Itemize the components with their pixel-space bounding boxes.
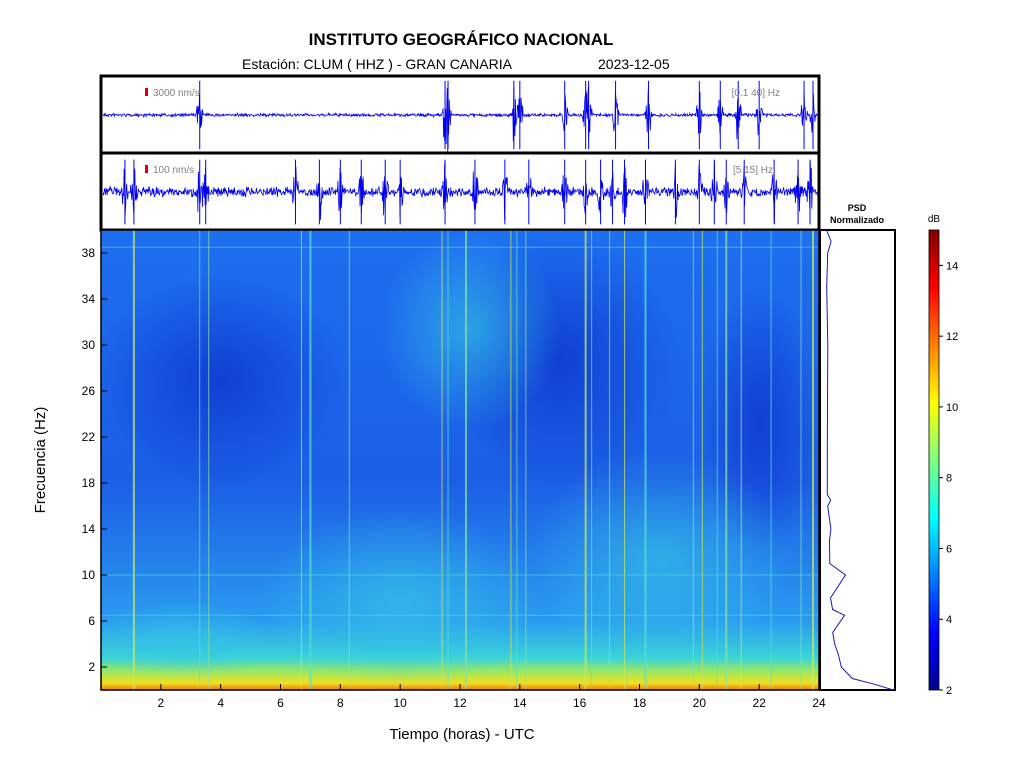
station-label: Estación: CLUM ( HHZ ) - GRAN CANARIA	[242, 56, 513, 72]
psd-curve	[826, 229, 894, 691]
colorbar-tick-label: 2	[946, 685, 952, 697]
colorbar-ticks: 2 4 6 8 10 12 14	[939, 260, 958, 697]
x-tick-label: 16	[573, 696, 587, 710]
amplitude-scale-bar-bottom	[145, 165, 148, 173]
spectrogram-panel: 2 4 6 8 10 12 14 16 18 20 22 24 261014182226303438 …	[32, 229, 826, 743]
band-label-top: [0.1 40] Hz	[732, 88, 780, 99]
date-label: 2023-12-05	[598, 56, 670, 72]
amplitude-scale-top: 3000 nm/s	[153, 88, 200, 99]
x-tick-label: 2	[157, 696, 164, 710]
spectrogram-texture	[102, 230, 819, 690]
amplitude-scale-bar-top	[145, 88, 148, 96]
y-tick-label: 38	[82, 246, 96, 260]
waveform-trace-bottom	[103, 159, 818, 225]
y-tick-label: 18	[82, 476, 96, 490]
colorbar-tick-label: 14	[946, 260, 958, 272]
y-tick-label: 14	[82, 522, 96, 536]
colorbar-tick-label: 4	[946, 614, 952, 626]
colorbar: dB 2 4 6 8 10 12 14	[928, 214, 958, 697]
colorbar-tick-label: 8	[946, 473, 952, 485]
x-tick-label: 10	[393, 696, 407, 710]
y-tick-label: 30	[82, 338, 96, 352]
y-tick-label: 22	[82, 430, 96, 444]
figure-title: INSTITUTO GEOGRÁFICO NACIONAL	[309, 30, 614, 49]
y-tick-label: 34	[82, 292, 96, 306]
x-tick-label: 14	[513, 696, 527, 710]
psd-title-line-1: PSD	[848, 203, 867, 213]
y-axis-label: Frecuencia (Hz)	[32, 407, 49, 514]
x-tick-label: 22	[752, 696, 766, 710]
colorbar-tick-label: 10	[946, 402, 958, 414]
x-axis-label: Tiempo (horas) - UTC	[389, 726, 534, 743]
x-tick-label: 18	[633, 696, 647, 710]
colorbar-gradient	[928, 229, 940, 691]
colorbar-tick-label: 12	[946, 331, 958, 343]
psd-title-line-2: Normalizado	[830, 215, 885, 225]
amplitude-scale-bottom: 100 nm/s	[153, 165, 194, 176]
waveform-trace-top	[103, 80, 818, 152]
x-tick-label: 8	[337, 696, 344, 710]
y-tick-label: 26	[82, 384, 96, 398]
waveform-panel-bottom: 100 nm/s [5 15] Hz	[99, 151, 821, 232]
x-tick-label: 24	[812, 696, 826, 710]
band-label-bottom: [5 15] Hz	[733, 165, 773, 176]
colorbar-tick-label: 6	[946, 543, 952, 555]
y-tick-label: 6	[88, 614, 95, 628]
x-tick-label: 12	[453, 696, 467, 710]
x-tick-label: 4	[217, 696, 224, 710]
psd-panel: PSD Normalizado	[819, 203, 896, 691]
colorbar-unit: dB	[928, 214, 941, 225]
waveform-panel-top: 3000 nm/s [0.1 40] Hz	[99, 74, 821, 155]
x-tick-label: 20	[693, 696, 707, 710]
x-tick-label: 6	[277, 696, 284, 710]
y-tick-label: 10	[82, 568, 96, 582]
y-tick-label: 2	[88, 660, 95, 674]
